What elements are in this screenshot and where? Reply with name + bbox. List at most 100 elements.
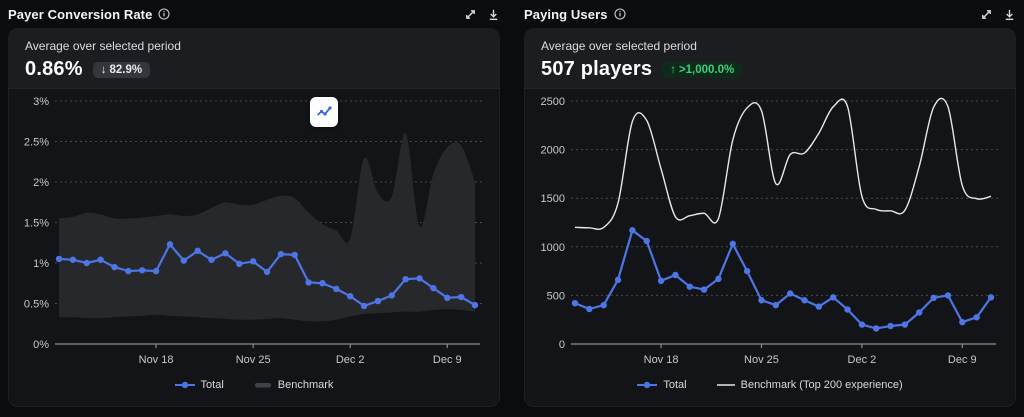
chart-region: 0% 0.5% 1% 1.5% 2% 2.5% 3% Nov 18 Nov 25 Dec 2 Dec… [9, 89, 499, 406]
y-axis-label: 0.5% [24, 299, 49, 311]
info-icon[interactable] [614, 8, 626, 20]
download-icon[interactable] [1003, 8, 1016, 21]
data-point [360, 302, 368, 310]
data-point [222, 250, 229, 257]
data-point [194, 247, 201, 255]
data-point [700, 286, 708, 293]
chart-legend: Total Benchmark [9, 379, 499, 391]
x-axis-label: Nov 18 [139, 354, 174, 366]
data-point [166, 241, 174, 248]
data-point [457, 293, 465, 301]
benchmark-line [574, 97, 992, 231]
legend-label: Benchmark (Top 200 experience) [740, 379, 903, 391]
x-axis-label: Nov 25 [744, 354, 779, 366]
data-point [444, 294, 451, 302]
line-chart-type-icon[interactable] [310, 97, 338, 127]
arrow-down-icon: ↓ [100, 63, 107, 76]
data-point [743, 267, 751, 275]
panel-actions [980, 8, 1016, 21]
payer-conversion-chart[interactable]: 0% 0.5% 1% 1.5% 2% 2.5% 3% Nov 18 Nov 25 Dec 2 Dec… [9, 89, 500, 379]
y-axis-label: 2% [33, 177, 49, 189]
data-point [374, 297, 382, 305]
legend-total-marker [174, 381, 195, 389]
data-point [416, 275, 423, 282]
data-point [686, 283, 693, 290]
y-axis-label: 3% [33, 96, 49, 108]
chart-legend: Total Benchmark (Top 200 experience) [525, 379, 1015, 391]
info-icon[interactable] [158, 8, 170, 20]
data-point [672, 271, 679, 279]
data-point [471, 301, 479, 309]
x-axis-label: Dec 2 [848, 354, 877, 366]
stat-label: Average over selected period [25, 39, 181, 53]
trend-badge-value: 82.9% [109, 63, 143, 76]
stat-value: 507 players [541, 58, 653, 80]
data-point [402, 276, 409, 283]
legend-total-marker [637, 381, 658, 389]
data-point [111, 263, 118, 271]
data-point [236, 260, 243, 268]
data-point [83, 259, 90, 267]
data-point [125, 267, 132, 275]
data-point [571, 299, 579, 307]
panel-payer-conversion-rate: Payer Conversion Rate Average over selec… [8, 6, 500, 407]
y-axis-label: 1.5% [24, 218, 49, 230]
legend-band-marker [254, 383, 271, 388]
trend-badge: ↑ >1,000.0% [662, 61, 743, 78]
panel-actions [464, 8, 500, 21]
panel-paying-users: Paying Users Average over selected perio… [524, 6, 1016, 407]
x-axis-label: Nov 18 [644, 354, 679, 366]
y-axis-label: 2000 [541, 145, 565, 157]
data-point [152, 267, 160, 275]
data-point [69, 256, 77, 263]
data-point [614, 276, 622, 284]
data-point [815, 303, 823, 310]
data-point [830, 294, 837, 301]
data-point [97, 256, 104, 263]
data-point [388, 292, 395, 299]
data-point [930, 294, 937, 302]
x-axis-label: Nov 25 [236, 354, 271, 366]
legend-line-marker [716, 384, 735, 386]
legend-item-benchmark[interactable]: Benchmark [254, 379, 334, 391]
legend-item-benchmark-top-200-experience[interactable]: Benchmark (Top 200 experience) [716, 379, 903, 391]
data-point [844, 306, 851, 313]
data-point [333, 285, 340, 293]
legend-item-total[interactable]: Total [637, 379, 687, 391]
data-point [801, 297, 808, 304]
arrow-up-icon: ↑ [670, 63, 676, 76]
stat-section: Average over selected period 0.86% ↓ 82.… [9, 29, 499, 89]
y-axis-label: 0 [559, 339, 565, 351]
data-point [715, 275, 722, 283]
x-axis-label: Dec 9 [948, 354, 977, 366]
data-point [873, 325, 880, 332]
expand-icon[interactable] [464, 8, 477, 21]
download-icon[interactable] [487, 8, 500, 21]
data-point [319, 280, 326, 287]
data-point [263, 268, 271, 276]
data-point [786, 290, 794, 297]
data-point [987, 294, 995, 301]
data-point [55, 255, 63, 263]
panel-header: Payer Conversion Rate [8, 6, 500, 22]
data-point [600, 301, 607, 309]
legend-label: Benchmark [277, 379, 334, 391]
data-point [657, 277, 665, 285]
x-axis-label: Dec 2 [336, 354, 365, 366]
data-point [944, 292, 952, 299]
legend-item-total[interactable]: Total [174, 379, 224, 391]
trend-badge: ↓ 82.9% [92, 61, 151, 78]
expand-icon[interactable] [980, 8, 993, 21]
y-axis-label: 1000 [541, 242, 565, 254]
paying-users-chart[interactable]: 0 500 1000 1500 2000 2500 Nov 18 Nov 25 Dec 2 Dec… [525, 89, 1016, 379]
stat-label: Average over selected period [541, 39, 697, 53]
page-title: Payer Conversion Rate [8, 6, 153, 22]
data-point [139, 267, 146, 274]
data-point [643, 237, 650, 245]
data-point [430, 284, 437, 292]
y-axis-label: 0% [33, 339, 49, 351]
y-axis-label: 2500 [541, 96, 565, 108]
data-point [249, 258, 257, 265]
y-axis-label: 2.5% [24, 137, 49, 149]
